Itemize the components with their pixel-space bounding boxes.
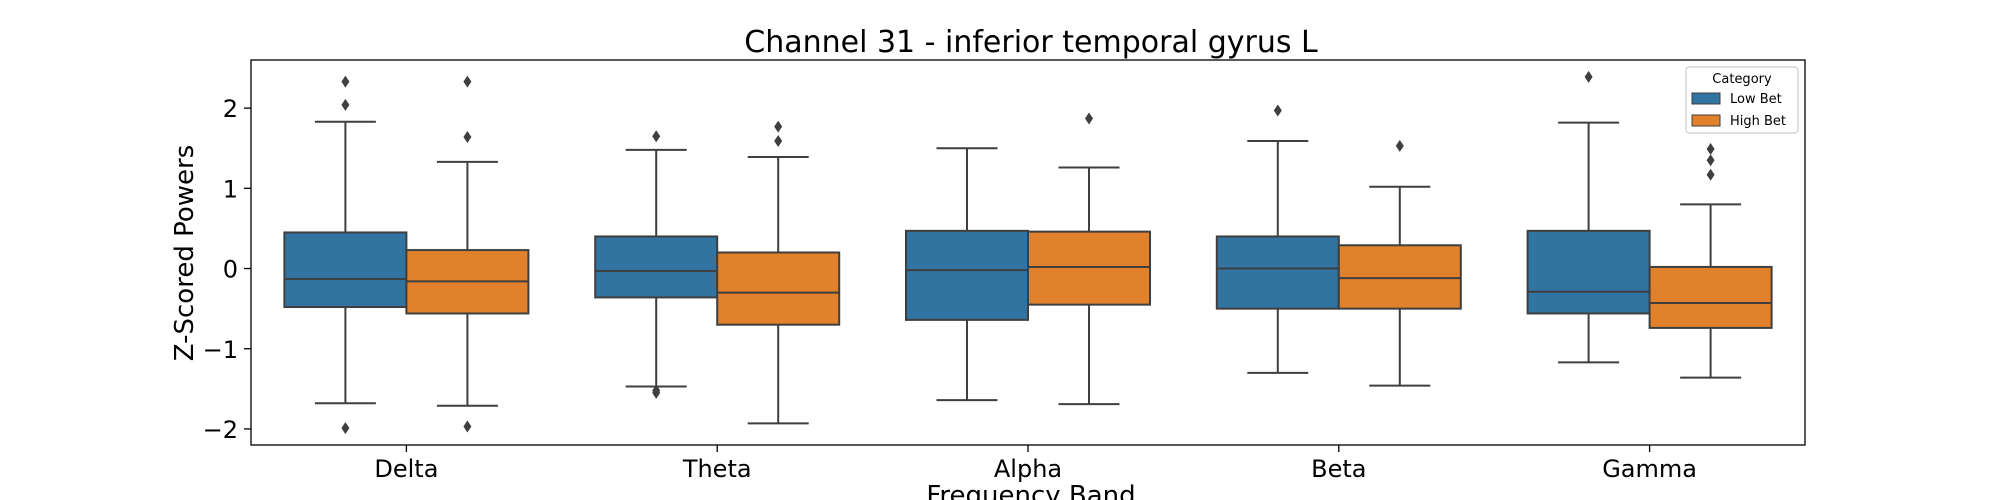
outlier-point-low-bet (652, 384, 661, 397)
x-tick-label: Gamma (1602, 455, 1697, 483)
box-low-bet (594, 235, 719, 299)
legend-title: Category (1712, 72, 1772, 87)
legend-swatch-high-bet (1691, 114, 1721, 127)
outlier-point-high-bet (463, 420, 472, 433)
outlier-point-low-bet (341, 98, 350, 111)
plot-frame (250, 59, 1806, 446)
outlier-point-high-bet (463, 75, 472, 88)
box-high-bet (716, 251, 841, 326)
legend: Category Low Bet High Bet (1685, 66, 1799, 134)
box-high-bet (1027, 230, 1151, 306)
y-tick-label: −2 (203, 416, 238, 444)
y-axis-label: Z-Scored Powers (170, 145, 200, 361)
outlier-point-high-bet (774, 120, 783, 133)
outlier-point-high-bet (463, 131, 472, 143)
box-low-bet (283, 231, 408, 309)
legend-label-low-bet: Low Bet (1730, 92, 1782, 107)
box-high-bet (1648, 265, 1773, 329)
box-high-bet (1337, 244, 1462, 310)
outlier-point-low-bet (652, 130, 661, 143)
box-low-bet (905, 229, 1029, 321)
x-tick-label: Beta (1311, 455, 1366, 483)
x-tick-label: Delta (374, 455, 438, 483)
box-low-bet (1215, 235, 1340, 310)
y-tick-label: 1 (223, 175, 238, 203)
y-tick-label: 0 (223, 256, 238, 284)
outlier-point-high-bet (1085, 112, 1093, 125)
outlier-point-low-bet (341, 422, 350, 435)
plot-area: −2 −1 0 1 2 Delta Theta Alpha Beta Gamma (203, 70, 1773, 483)
legend-swatch-low-bet (1691, 92, 1721, 105)
box-low-bet (1526, 229, 1651, 315)
chart-title: Channel 31 - inferior temporal gyrus L (744, 25, 1318, 60)
x-tick-label: Alpha (994, 455, 1062, 483)
outlier-point-low-bet (341, 75, 350, 88)
outlier-point-high-bet (1706, 143, 1715, 156)
x-axis-label: Frequency Band (926, 481, 1135, 500)
outlier-point-low-bet (1584, 70, 1593, 83)
outlier-point-high-bet (1706, 154, 1715, 167)
y-tick-label: −1 (203, 336, 238, 364)
outlier-point-high-bet (1706, 168, 1715, 181)
legend-label-high-bet: High Bet (1730, 114, 1786, 129)
outlier-point-high-bet (774, 135, 783, 148)
x-tick-label: Theta (682, 455, 752, 483)
y-tick-label: 2 (223, 95, 238, 123)
outlier-point-low-bet (1273, 104, 1282, 117)
outlier-point-high-bet (1395, 139, 1404, 152)
